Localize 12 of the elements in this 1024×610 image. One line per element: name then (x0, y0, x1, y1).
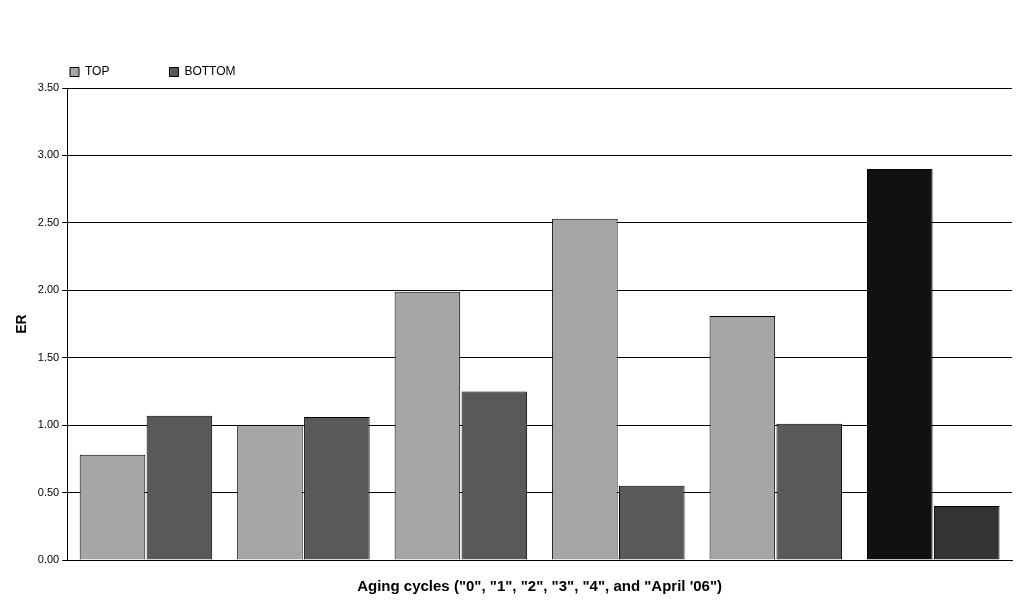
y-tick-label: 0.00 (37, 553, 60, 566)
legend-label: BOTTOM (184, 64, 236, 79)
y-tick-label: 3.50 (37, 81, 60, 94)
y-tick-label: 1.50 (37, 350, 60, 363)
y-tick-label: 2.00 (37, 283, 60, 296)
legend-label: TOP (85, 64, 110, 79)
y-axis-title: ER (13, 314, 30, 334)
x-axis-title: Aging cycles ("0", "1", "2", "3", "4", and "April '06") (357, 577, 723, 595)
y-tick-label: 0.50 (37, 485, 60, 498)
y-tick-label: 1.00 (37, 418, 60, 431)
y-tick-label: 3.00 (37, 148, 60, 161)
y-tick-label: 2.50 (37, 215, 60, 228)
